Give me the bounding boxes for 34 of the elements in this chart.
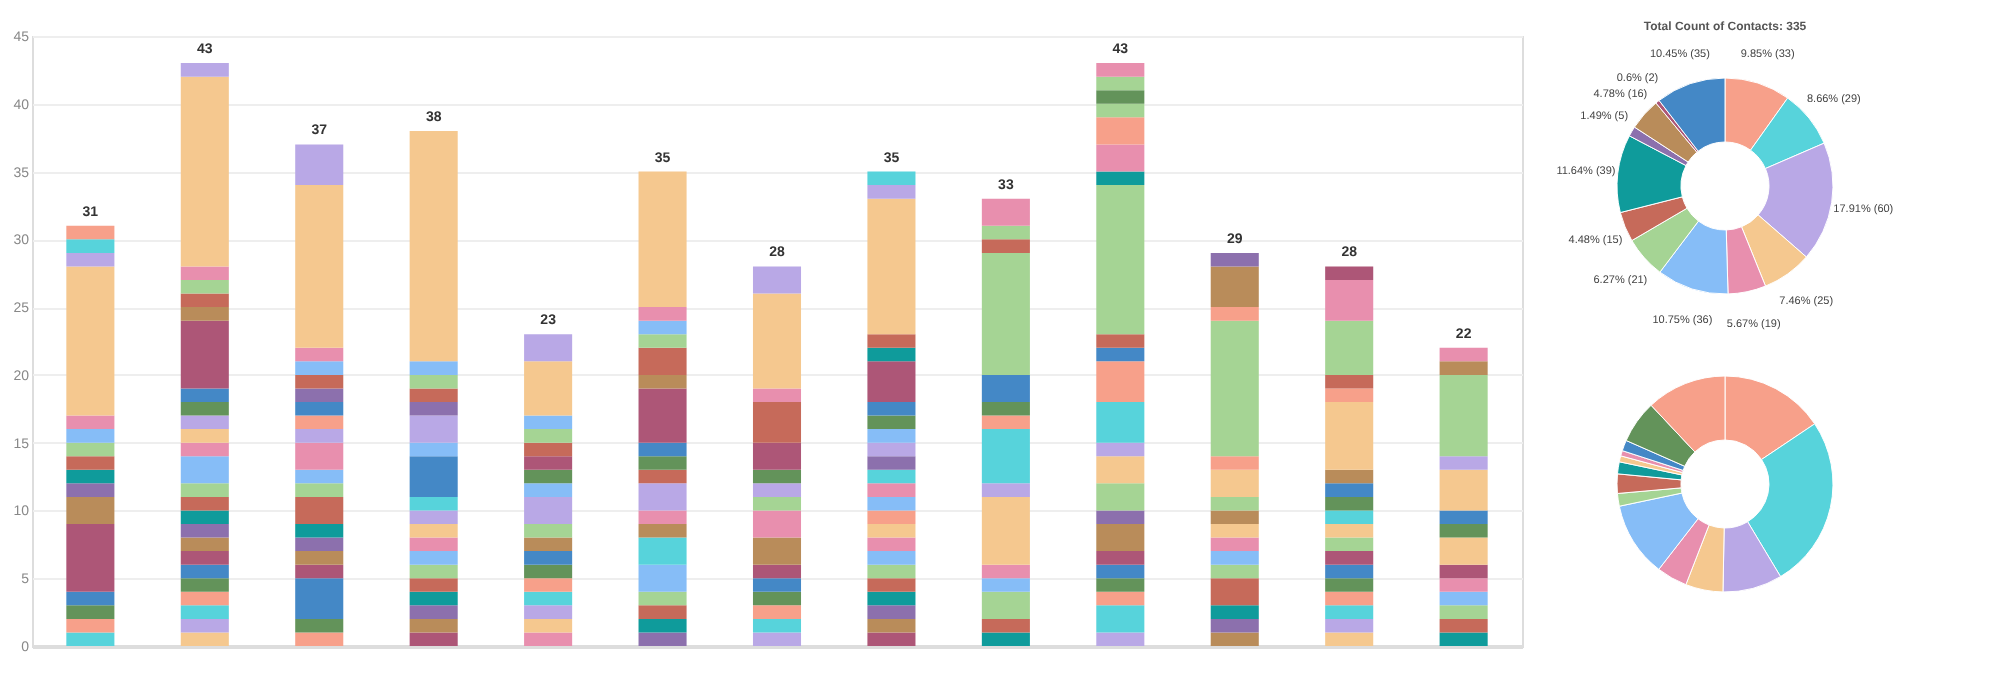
bar <box>1096 524 1145 552</box>
bar <box>180 442 229 457</box>
bar <box>1096 63 1145 77</box>
bar <box>295 483 344 497</box>
bar <box>752 496 802 511</box>
bar <box>409 388 458 402</box>
bar <box>752 483 802 497</box>
bar <box>1439 564 1488 579</box>
bar <box>867 537 916 552</box>
bar <box>295 347 344 362</box>
bar <box>752 388 802 402</box>
bar <box>752 564 802 579</box>
bar <box>1096 551 1145 565</box>
bar <box>752 537 802 565</box>
bar <box>180 293 229 308</box>
bar <box>180 280 229 294</box>
bar <box>1096 76 1145 91</box>
bar <box>180 266 229 280</box>
bar <box>409 537 458 552</box>
bar <box>1439 347 1488 362</box>
bar <box>524 496 573 524</box>
bar <box>638 524 687 538</box>
bar <box>180 63 229 77</box>
bar <box>409 510 458 524</box>
bar <box>524 524 573 538</box>
bar <box>1096 144 1145 172</box>
bar <box>638 510 687 524</box>
bar <box>295 374 344 389</box>
bar <box>638 307 687 321</box>
bar <box>1096 483 1145 511</box>
bar <box>867 334 916 348</box>
bar <box>1325 374 1374 389</box>
bar <box>752 510 802 538</box>
bar <box>1325 280 1374 321</box>
